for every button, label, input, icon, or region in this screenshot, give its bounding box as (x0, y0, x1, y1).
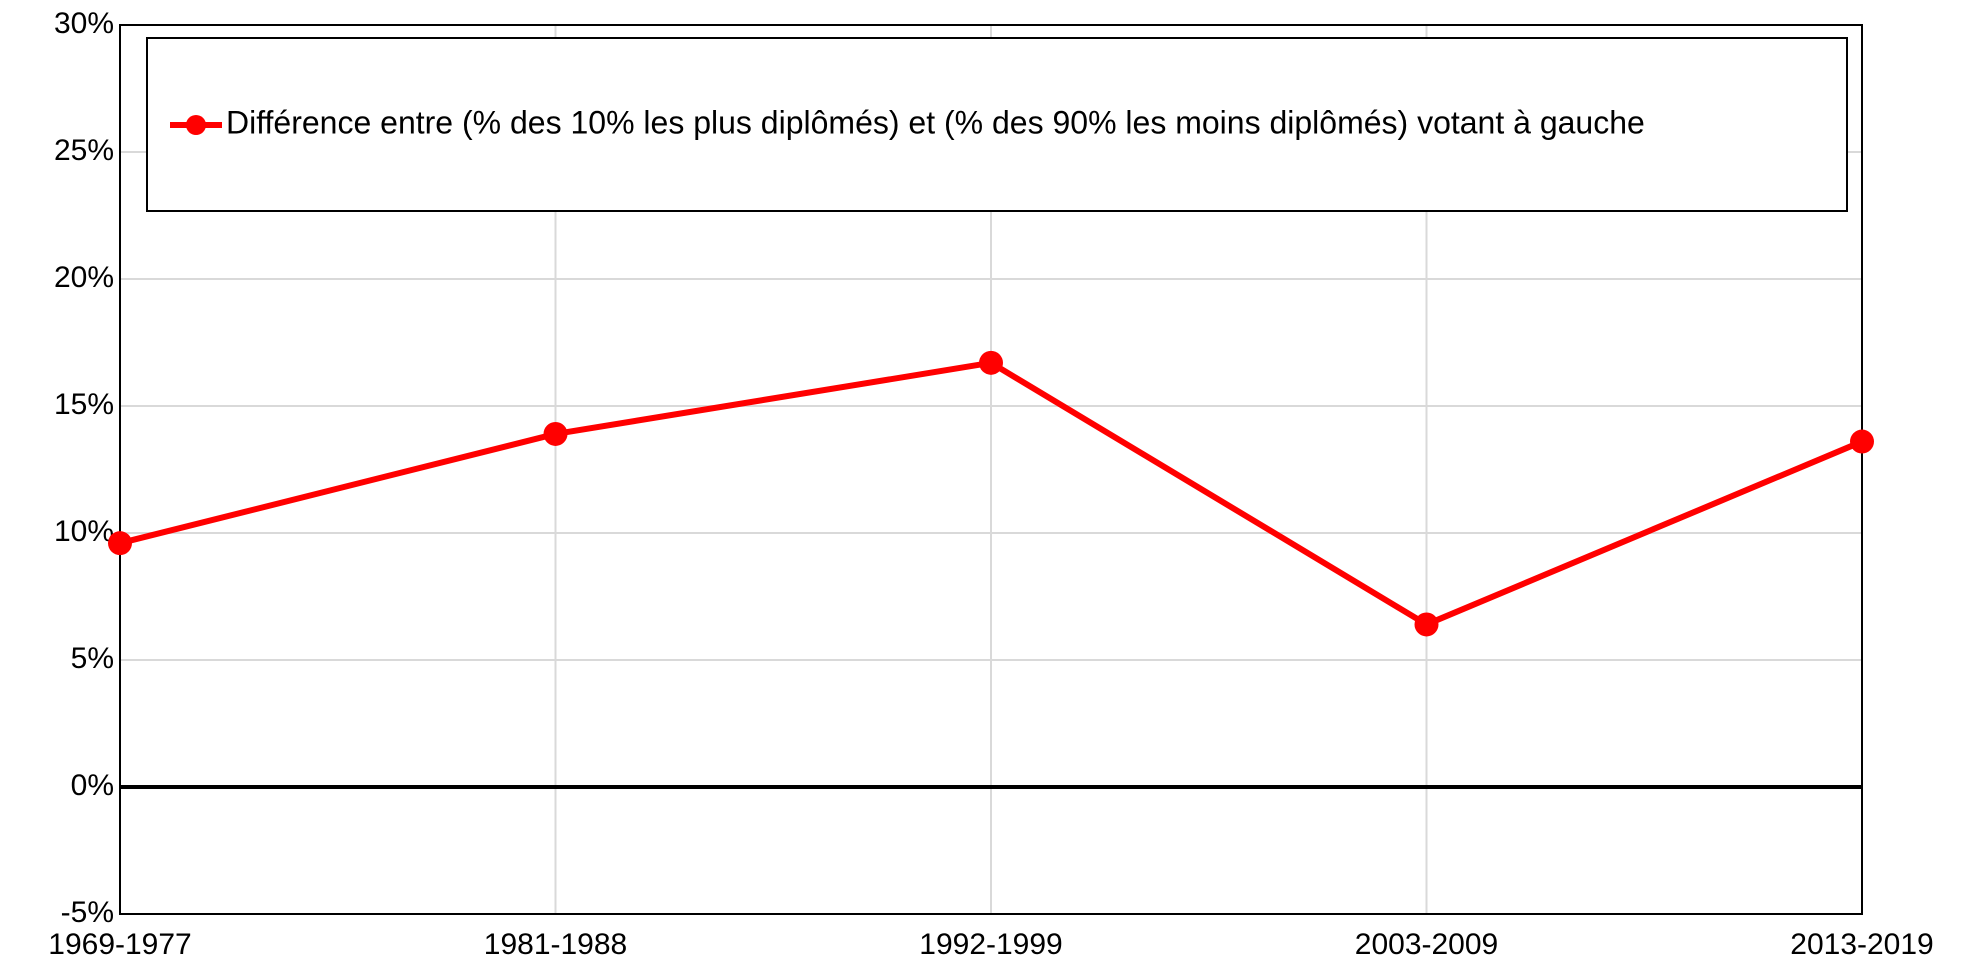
y-tick-label: 20% (54, 261, 114, 294)
marker (108, 531, 132, 556)
legend-label: Différence entre (% des 10% les plus dip… (226, 104, 1645, 140)
x-tick-label: 1981-1988 (484, 928, 627, 961)
plot-frame (119, 24, 1863, 915)
legend-marker (186, 115, 206, 135)
x-tick-label: 1969-1977 (48, 928, 191, 961)
y-tick-label: 30% (54, 7, 114, 40)
legend-box (146, 37, 1848, 212)
x-tick-label: 1992-1999 (919, 928, 1062, 961)
y-tick-label: 25% (54, 134, 114, 167)
y-tick-label: 0% (71, 769, 114, 802)
marker (1414, 612, 1439, 637)
y-tick-label: -5% (61, 896, 114, 929)
marker (1850, 429, 1874, 454)
x-tick-label: 2003-2009 (1355, 928, 1498, 961)
x-tick-label: 2013-2019 (1790, 928, 1933, 961)
y-tick-label: 15% (54, 388, 114, 421)
y-tick-label: 10% (54, 515, 114, 548)
marker (979, 350, 1003, 375)
y-tick-label: 5% (71, 642, 114, 675)
marker (543, 421, 568, 446)
